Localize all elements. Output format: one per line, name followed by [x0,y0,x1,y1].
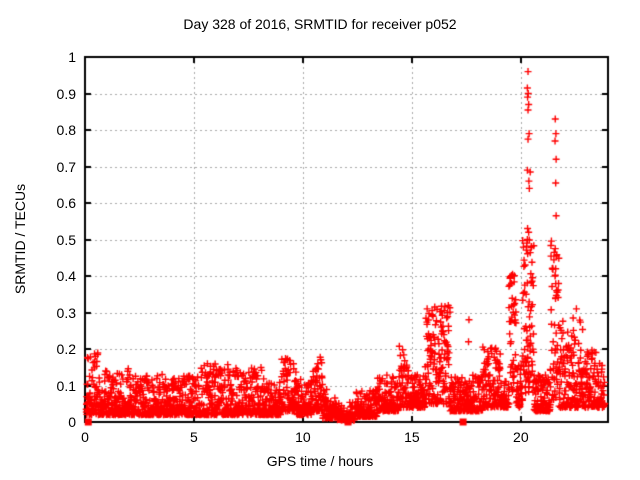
x-tick-label: 20 [513,429,529,445]
y-tick-label: 0.9 [56,85,76,102]
x-tick-label: 10 [295,429,311,445]
y-tick-label: 0.6 [56,195,76,211]
y-tick-label: 0.2 [56,341,76,357]
y-tick-label: 0.3 [56,304,76,321]
y-tick-label: 0.4 [56,268,76,284]
y-tick-label: 0 [68,414,76,430]
x-tick-label: 0 [81,429,89,445]
y-tick-label: 0.1 [56,377,76,394]
y-tick-label: 0.5 [56,231,76,248]
y-tick-label: 0.8 [56,122,76,138]
chart-title: Day 328 of 2016, SRMTID for receiver p05… [183,16,457,32]
x-tick-label: 15 [404,429,420,445]
y-tick-label: 1 [68,49,76,65]
x-tick-label: 5 [190,429,198,445]
x-axis-label: GPS time / hours [266,453,374,469]
y-tick-label: 0.7 [56,158,76,175]
